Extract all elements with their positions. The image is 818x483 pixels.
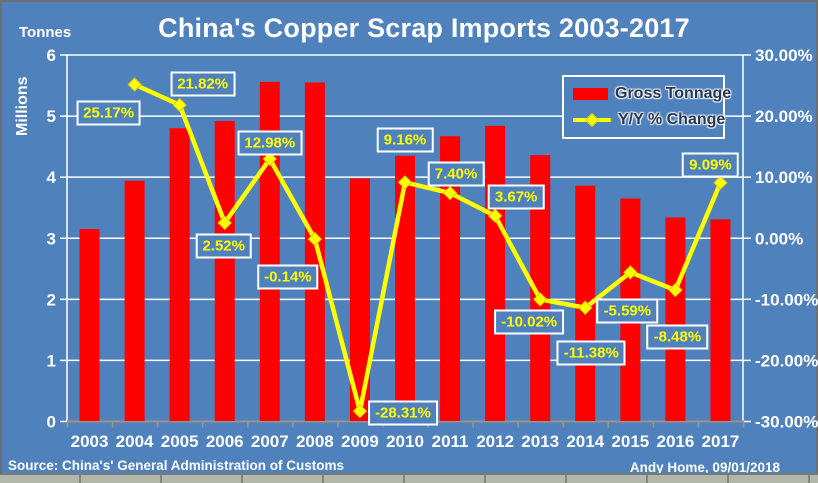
bar-2010 bbox=[395, 155, 415, 421]
left-axis-tick-label: 4 bbox=[47, 168, 57, 187]
left-axis-tick-label: 5 bbox=[47, 107, 56, 126]
legend-label-gross-tonnage: Gross Tonnage bbox=[615, 85, 732, 102]
credit-text: Andy Home, 09/01/2018 bbox=[629, 460, 780, 475]
diamond-marker-icon bbox=[584, 112, 600, 128]
marker-2011 bbox=[442, 185, 458, 201]
marker-2005 bbox=[172, 97, 187, 113]
marker-2010 bbox=[397, 175, 413, 190]
marker-2004 bbox=[127, 77, 142, 92]
source-text: Source: China's' General Administration … bbox=[8, 458, 344, 473]
bar-2017 bbox=[710, 219, 731, 421]
tonnes-unit-label: Tonnes bbox=[19, 24, 72, 41]
left-axis-tick-label: 2 bbox=[47, 290, 56, 309]
yellow-line-swatch-icon bbox=[573, 112, 611, 128]
data-label-2006: 2.52% bbox=[195, 233, 252, 259]
year-label-2013: 2013 bbox=[521, 432, 559, 451]
year-label-2008: 2008 bbox=[296, 432, 334, 451]
year-label-2007: 2007 bbox=[251, 432, 289, 451]
red-bar-swatch-icon bbox=[573, 88, 608, 100]
bar-2006 bbox=[214, 120, 235, 421]
legend-item-gross-tonnage: Gross Tonnage bbox=[573, 85, 731, 103]
right-axis-tick-label: -10.00% bbox=[755, 290, 818, 309]
legend-item-yy-change: Y/Y % Change bbox=[573, 111, 726, 129]
yy-change-line bbox=[133, 82, 723, 414]
bar-2004 bbox=[124, 180, 145, 421]
left-axis-tick-label: 6 bbox=[47, 46, 56, 65]
left-axis-tick-label: 3 bbox=[47, 229, 56, 248]
year-label-2005: 2005 bbox=[161, 432, 199, 451]
bar-2011 bbox=[440, 136, 461, 421]
data-label-2015: -5.59% bbox=[596, 298, 659, 324]
year-label-2016: 2016 bbox=[656, 432, 694, 451]
year-label-2012: 2012 bbox=[476, 432, 514, 451]
bar-2008 bbox=[304, 82, 325, 422]
data-label-2011: 7.40% bbox=[427, 161, 485, 187]
year-label-2015: 2015 bbox=[611, 432, 649, 451]
right-axis-tick-label: 20.00% bbox=[755, 107, 813, 126]
data-label-2017: 9.09% bbox=[682, 152, 739, 178]
data-label-2010: 9.16% bbox=[376, 127, 434, 153]
legend-label-yy-change: Y/Y % Change bbox=[618, 111, 726, 128]
marker-2017 bbox=[713, 175, 728, 190]
year-label-2004: 2004 bbox=[116, 432, 154, 451]
page-title: China's Copper Scrap Imports 2003-2017 bbox=[158, 13, 690, 43]
left-axis-tick-label: 1 bbox=[47, 351, 56, 370]
right-axis-tick-label: -30.00% bbox=[755, 413, 818, 432]
marker-2014 bbox=[578, 300, 593, 315]
bar-2016 bbox=[665, 217, 686, 421]
data-label-2013: -10.02% bbox=[494, 309, 565, 335]
data-label-2008: -0.14% bbox=[257, 264, 319, 290]
data-label-2004: 25.17% bbox=[76, 100, 142, 125]
bar-2012 bbox=[485, 125, 506, 422]
data-label-2005: 21.82% bbox=[170, 71, 236, 97]
marker-2007 bbox=[262, 151, 278, 167]
data-label-2007: 12.98% bbox=[237, 130, 303, 156]
marker-2013 bbox=[532, 292, 548, 307]
marker-2009 bbox=[352, 403, 368, 419]
right-axis-tick-label: 10.00% bbox=[755, 168, 813, 187]
left-axis-tick-label: 0 bbox=[47, 413, 56, 432]
bar-2013 bbox=[530, 155, 551, 421]
right-axis-tick-label: 0.00% bbox=[755, 229, 803, 248]
marker-2006 bbox=[217, 215, 232, 231]
right-axis-tick-label: -20.00% bbox=[755, 351, 818, 370]
year-label-2003: 2003 bbox=[71, 432, 109, 451]
year-label-2014: 2014 bbox=[566, 432, 604, 451]
marker-2015 bbox=[623, 265, 638, 280]
data-label-2012: 3.67% bbox=[487, 184, 545, 210]
data-label-2014: -11.38% bbox=[556, 340, 626, 366]
bar-2003 bbox=[79, 229, 100, 421]
data-label-2016: -8.48% bbox=[646, 324, 709, 350]
year-label-2010: 2010 bbox=[386, 432, 424, 451]
marker-2008 bbox=[307, 231, 323, 247]
marker-2016 bbox=[668, 282, 683, 298]
data-label-2009: -28.31% bbox=[367, 400, 438, 426]
year-label-2017: 2017 bbox=[702, 432, 740, 451]
right-axis-tick-label: 30.00% bbox=[755, 46, 813, 65]
bar-2009 bbox=[349, 178, 370, 421]
worksheet-row-strip bbox=[0, 473, 818, 483]
year-label-2011: 2011 bbox=[432, 432, 469, 451]
year-label-2006: 2006 bbox=[206, 432, 244, 451]
bar-2005 bbox=[169, 128, 190, 422]
legend: Gross Tonnage Y/Y % Change bbox=[562, 75, 731, 139]
marker-2012 bbox=[487, 208, 503, 224]
year-label-2009: 2009 bbox=[341, 432, 379, 451]
